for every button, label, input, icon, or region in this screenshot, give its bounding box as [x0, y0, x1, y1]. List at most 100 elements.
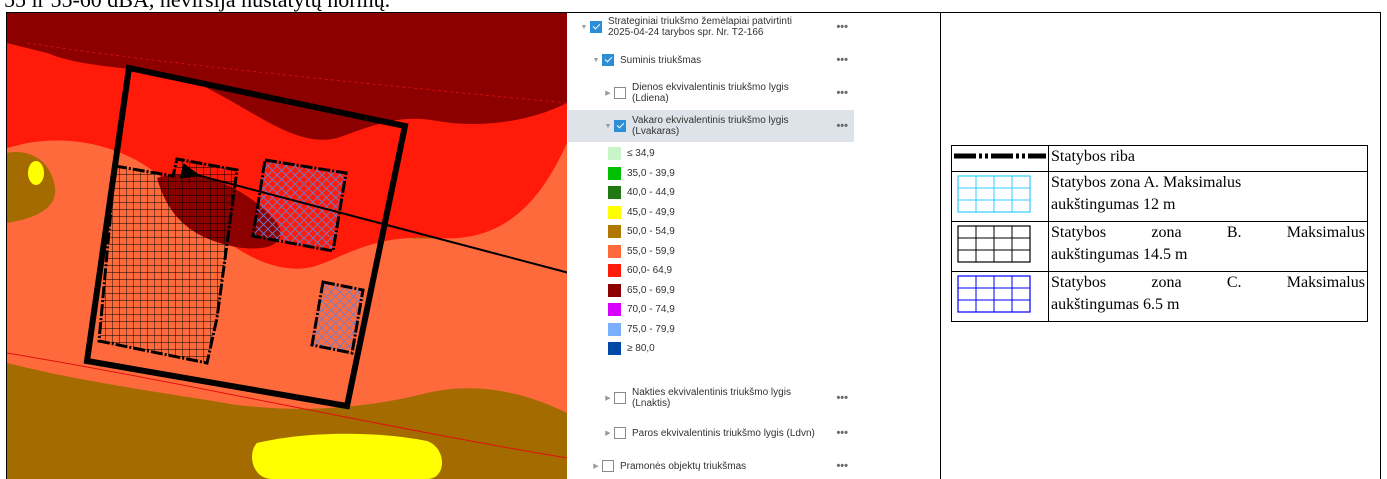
layer-checkbox[interactable]: [614, 120, 626, 132]
legend-item: 45,0 - 49,9: [608, 205, 675, 219]
caret-right-icon[interactable]: ▶: [593, 463, 599, 470]
noise-zone-45-49-left: [28, 161, 44, 185]
legend-label: 35,0 - 39,9: [627, 167, 675, 179]
layer-group-pramones[interactable]: ▶ Pramonės objektų triukšmas •••: [568, 456, 854, 476]
layer-item-lnaktis[interactable]: ▶ Nakties ekvivalentinis triukšmo lygis …: [568, 384, 854, 412]
layer-group-strateginiai[interactable]: ▼ Strateginiai triukšmo žemėlapiai patvi…: [568, 15, 854, 39]
legend-zone-c-line2: aukštingumas 6.5 m: [1051, 296, 1180, 313]
legend-row-zone-b: Statybos zona B. Maksimalus aukštingumas…: [951, 221, 1368, 272]
zone-b-grid-symbol: [957, 225, 1031, 263]
legend-swatch: [608, 264, 621, 277]
legend-label: ≥ 80,0: [627, 343, 655, 354]
caret-right-icon[interactable]: ▶: [605, 90, 611, 97]
caret-right-icon[interactable]: ▶: [605, 430, 611, 437]
layer-checkbox[interactable]: [590, 21, 602, 33]
noise-zone-65-69: [7, 13, 567, 140]
legend-zone-a-line2: aukštingumas 12 m: [1051, 196, 1176, 213]
legend-swatch: [608, 186, 621, 199]
layer-label-line1: Dienos ekvivalentinis triukšmo lygis: [632, 82, 789, 93]
legend-item: 65,0 - 69,9: [608, 283, 675, 297]
legend-swatch: [608, 225, 621, 238]
layer-checkbox[interactable]: [602, 460, 614, 472]
legend-row-zone-c: Statybos zona C. Maksimalus aukštingumas…: [951, 271, 1368, 322]
legend-label: 75,0 - 79,9: [627, 323, 675, 335]
other-group-label: Pramonės objektų triukšmas: [620, 460, 747, 472]
legend-swatch: [608, 166, 621, 180]
layer-item-ldvn[interactable]: ▶ Paros ekvivalentinis triukšmo lygis (L…: [568, 423, 854, 443]
layer-checkbox[interactable]: [614, 427, 626, 439]
legend-label: 55,0 - 59,9: [627, 245, 675, 257]
legend-zone-b-word: zona: [1151, 224, 1182, 241]
layer-label-line1: Vakaro ekvivalentinis triukšmo lygis: [632, 115, 789, 126]
legend-item: 50,0 - 54,9: [608, 225, 675, 238]
layer-label-line1: Paros ekvivalentinis triukšmo lygis (Ldv…: [632, 427, 815, 439]
road-line: [7, 352, 567, 459]
boundary-line-symbol: [954, 153, 1046, 159]
legend-zone-b-word: B.: [1226, 224, 1242, 241]
more-dots-icon[interactable]: •••: [836, 21, 848, 33]
legend-swatch: [608, 205, 621, 219]
legend-item: ≤ 34,9: [608, 147, 655, 160]
legend-zone-c-word: zona: [1151, 274, 1182, 291]
layer-checkbox[interactable]: [602, 54, 614, 66]
legend-label: 60,0- 64,9: [627, 265, 673, 276]
layer-checkbox[interactable]: [614, 87, 626, 99]
road-line-top: [26, 42, 567, 104]
more-dots-icon[interactable]: •••: [836, 54, 848, 66]
legend-swatch: [608, 342, 621, 355]
legend-zone-a-line1: Statybos zona A. Maksimalus: [1051, 174, 1242, 191]
legend-item: 40,0 - 44,9: [608, 186, 675, 199]
more-dots-icon[interactable]: •••: [836, 120, 848, 132]
legend-swatch: [608, 244, 621, 258]
layer-list-panel: ▼ Strateginiai triukšmo žemėlapiai patvi…: [568, 13, 854, 479]
layer-label-line2: (Ldiena): [632, 93, 669, 104]
layer-label-line1: Nakties ekvivalentinis triukšmo lygis: [632, 387, 791, 398]
layer-label-line2: (Lnaktis): [632, 398, 671, 409]
legend-row-boundary: Statybos riba: [951, 145, 1368, 172]
legend-zone-b-word: Statybos: [1051, 224, 1107, 241]
legend-item: 55,0 - 59,9: [608, 244, 675, 258]
layer-group-suminis[interactable]: ▼ Suminis triukšmas •••: [568, 50, 854, 70]
layer-group-label-line2: 2025-04-24 tarybos spr. Nr. T2-166: [608, 27, 764, 38]
layer-checkbox[interactable]: [614, 392, 626, 404]
noise-zone-45-49-bottom: [252, 433, 442, 479]
more-dots-icon[interactable]: •••: [836, 392, 848, 404]
table-divider: [940, 12, 941, 479]
caret-down-icon[interactable]: ▼: [580, 23, 588, 31]
legend-label: ≤ 34,9: [627, 148, 655, 159]
layer-label-line2: (Lvakaras): [632, 126, 680, 137]
construction-legend-table: Statybos riba Statybos zona A. Maksimalu…: [951, 145, 1368, 322]
legend-row-zone-a: Statybos zona A. Maksimalus aukštingumas…: [951, 171, 1368, 222]
zone-a-grid-symbol: [957, 175, 1031, 213]
caret-down-icon[interactable]: ▼: [604, 122, 612, 130]
caret-down-icon[interactable]: ▼: [592, 56, 600, 64]
layer-group-label-line1: Strateginiai triukšmo žemėlapiai patvirt…: [608, 16, 792, 27]
legend-label: 65,0 - 69,9: [627, 284, 675, 296]
layer-item-ldiena[interactable]: ▶ Dienos ekvivalentinis triukšmo lygis (…: [568, 79, 854, 107]
legend-label: 45,0 - 49,9: [627, 206, 675, 218]
legend-label: 40,0 - 44,9: [627, 187, 675, 198]
construction-boundary: [83, 64, 409, 410]
more-dots-icon[interactable]: •••: [836, 427, 848, 439]
legend-zone-c-word: Maksimalus: [1286, 274, 1365, 291]
more-dots-icon[interactable]: •••: [836, 87, 848, 99]
legend-zone-c-word: Statybos: [1051, 274, 1107, 291]
layer-item-lvakaras[interactable]: ▼ Vakaro ekvivalentinis triukšmo lygis (…: [568, 110, 854, 142]
pointer-arrow: [179, 163, 567, 274]
document-text: 55 ir 55-60 dBA, neviršija nustatytų nor…: [4, 0, 390, 12]
zone-b-building: [97, 157, 239, 365]
legend-zone-b-word: Maksimalus: [1286, 224, 1365, 241]
legend-swatch: [608, 283, 621, 297]
caret-right-icon[interactable]: ▶: [605, 395, 611, 402]
more-dots-icon[interactable]: •••: [836, 460, 848, 472]
legend-item: 35,0 - 39,9: [608, 166, 675, 180]
legend-item: 60,0- 64,9: [608, 264, 672, 277]
legend-label: 70,0 - 74,9: [627, 304, 675, 315]
legend-zone-b-line2: aukštingumas 14.5 m: [1051, 246, 1188, 263]
legend-swatch: [608, 322, 621, 336]
legend-item: 75,0 - 79,9: [608, 322, 675, 336]
noise-map[interactable]: [7, 13, 567, 479]
legend-zone-c-word: C.: [1226, 274, 1242, 291]
legend-swatch: [608, 147, 621, 160]
document-table-frame: [6, 12, 1381, 479]
